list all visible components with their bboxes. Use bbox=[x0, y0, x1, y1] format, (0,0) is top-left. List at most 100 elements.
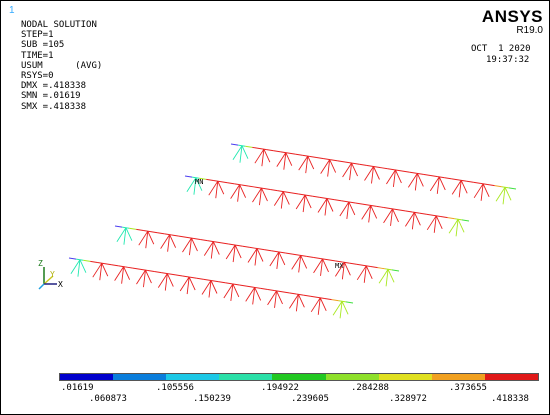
cable-segment bbox=[341, 262, 345, 280]
truss-chord-segment bbox=[305, 194, 313, 197]
cable-segment bbox=[322, 258, 329, 273]
legend-tick: .239605 bbox=[291, 394, 329, 404]
info-line-step: STEP=1 bbox=[21, 30, 54, 41]
truss-chord-segment bbox=[306, 255, 314, 258]
cable-segment bbox=[335, 262, 345, 277]
cable-segment bbox=[217, 181, 225, 195]
y-axis-label: Y bbox=[50, 270, 55, 279]
cable-segment bbox=[232, 283, 240, 298]
cable-segment bbox=[302, 194, 306, 213]
truss-chord-segment bbox=[136, 228, 144, 231]
truss-chord-segment bbox=[295, 153, 303, 156]
cable-segment bbox=[451, 180, 462, 195]
truss-chord-segment bbox=[281, 291, 290, 294]
cable-segment bbox=[502, 187, 506, 205]
cable-segment bbox=[327, 159, 331, 177]
truss-chord-segment bbox=[246, 285, 254, 288]
truss-chord-segment bbox=[317, 296, 325, 299]
legend-tick: .328972 bbox=[389, 394, 427, 404]
cable-segment bbox=[371, 166, 374, 184]
truss-chord-segment bbox=[287, 152, 296, 155]
truss-chord-segment bbox=[366, 164, 374, 167]
cable-segment bbox=[201, 280, 212, 295]
cable-segment bbox=[435, 215, 443, 229]
legend-cell bbox=[166, 374, 220, 380]
cable-segment bbox=[392, 169, 396, 188]
truss-chord-segment bbox=[363, 264, 371, 267]
cable-segment bbox=[259, 188, 262, 206]
truss-chord-segment bbox=[193, 237, 201, 240]
window-number: 1 bbox=[9, 5, 15, 16]
cable-segment bbox=[254, 287, 262, 301]
truss-chord-segment bbox=[185, 236, 194, 239]
cable-segment bbox=[310, 297, 321, 313]
cable-segment bbox=[245, 287, 256, 302]
cable-segment bbox=[261, 187, 268, 202]
cable-segment bbox=[241, 145, 249, 159]
truss-chord-segment bbox=[326, 198, 335, 201]
cable-segment bbox=[254, 248, 258, 266]
truss-chord-segment bbox=[377, 267, 385, 270]
brand-name: ANSYS bbox=[481, 7, 543, 26]
cable-segment bbox=[320, 258, 323, 276]
truss-chord-segment bbox=[433, 214, 441, 217]
truss-chord-segment bbox=[303, 294, 311, 297]
contour-plot[interactable]: Z Y X MN MX bbox=[1, 1, 549, 371]
cable-segment bbox=[426, 215, 437, 231]
cable-segment bbox=[351, 162, 358, 177]
truss-chord-segment bbox=[114, 225, 123, 228]
truss-chord-segment bbox=[267, 289, 275, 292]
ansys-logo: ANSYS R19.0 bbox=[482, 8, 543, 36]
cable-segment bbox=[121, 266, 125, 284]
cable-segment bbox=[298, 155, 309, 171]
truss-chord-segment bbox=[466, 180, 474, 183]
truss-chord-segment bbox=[487, 184, 495, 187]
truss-chord-segment bbox=[430, 175, 438, 178]
cable-segment bbox=[99, 263, 103, 281]
cable-segment bbox=[495, 187, 506, 202]
cable-segment bbox=[363, 265, 367, 283]
truss-chord-segment bbox=[241, 184, 249, 187]
cable-segment bbox=[269, 251, 280, 267]
truss-chord-segment bbox=[356, 263, 364, 266]
truss-chord-segment bbox=[232, 283, 240, 286]
truss-chord-segment bbox=[373, 166, 381, 169]
legend-cell bbox=[378, 374, 432, 380]
truss-chord-segment bbox=[182, 275, 190, 278]
cable-segment bbox=[145, 269, 152, 284]
cable-segment bbox=[448, 219, 459, 234]
y-axis-line bbox=[43, 275, 54, 285]
cable-segment bbox=[438, 176, 446, 191]
brand-version: R19.0 bbox=[516, 25, 543, 36]
truss-chord-segment bbox=[273, 150, 281, 153]
truss-chord-segment bbox=[412, 211, 420, 214]
legend-cell bbox=[484, 374, 538, 380]
legend-cell bbox=[272, 374, 326, 380]
info-line-title: NODAL SOLUTION bbox=[21, 20, 97, 30]
truss-chord-segment bbox=[508, 187, 517, 190]
cable-segment bbox=[349, 162, 353, 181]
truss-chord-segment bbox=[104, 263, 112, 266]
cable-segment bbox=[223, 283, 234, 299]
triad: Z Y X bbox=[38, 259, 63, 290]
cable-segment bbox=[385, 269, 389, 287]
cable-segment bbox=[342, 162, 352, 178]
cable-segment bbox=[160, 234, 170, 249]
truss-chord-segment bbox=[271, 250, 279, 253]
cable-segment bbox=[208, 180, 219, 196]
legend-cell bbox=[219, 374, 273, 380]
cable-segment bbox=[274, 290, 277, 308]
x-axis-label: X bbox=[58, 280, 63, 289]
cable-segment bbox=[317, 297, 321, 315]
truss-chord-segment bbox=[473, 181, 481, 184]
truss-chord-segment bbox=[252, 146, 260, 149]
truss-chord-segment bbox=[292, 253, 300, 256]
cable-segment bbox=[193, 177, 197, 195]
truss-chord-segment bbox=[218, 281, 226, 284]
max-marker: MX bbox=[335, 262, 344, 270]
cable-segment bbox=[145, 231, 149, 249]
truss-chord-segment bbox=[125, 266, 133, 269]
truss-chord-segment bbox=[444, 177, 452, 180]
truss-chord-segment bbox=[90, 260, 98, 263]
